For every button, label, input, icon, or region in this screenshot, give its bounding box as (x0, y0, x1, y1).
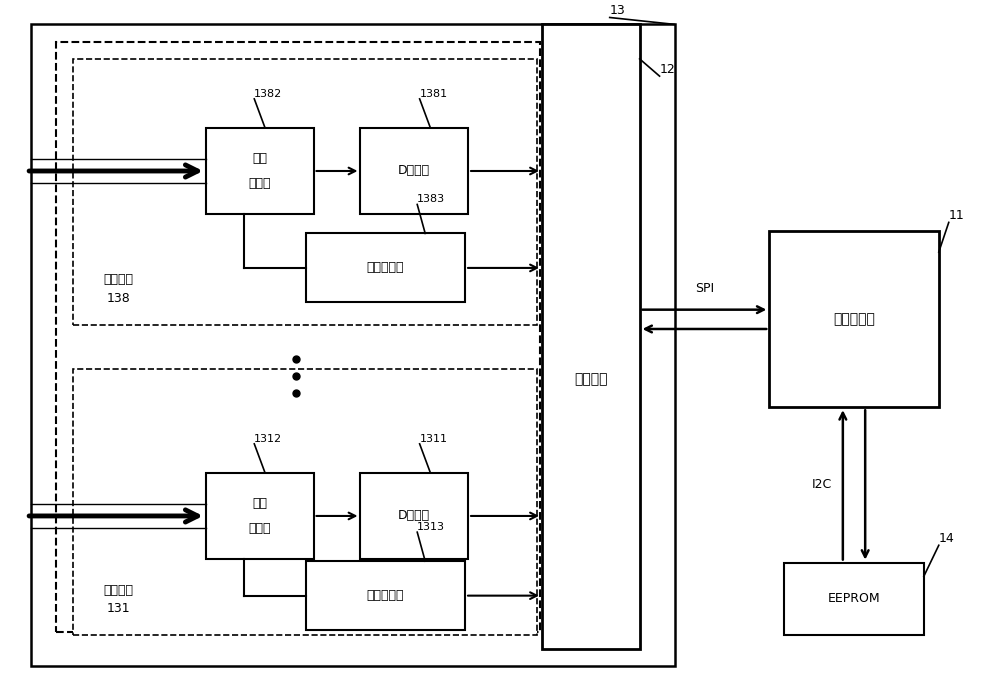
Text: 固态: 固态 (252, 497, 267, 510)
Text: 1381: 1381 (420, 89, 448, 99)
Text: I2C: I2C (812, 478, 832, 491)
Text: 1313: 1313 (417, 522, 445, 532)
Bar (360, 473, 468, 559)
Bar (542, 24, 640, 648)
Bar (306, 234, 465, 302)
Text: D触发器: D触发器 (398, 165, 430, 177)
Text: 数字隔离器: 数字隔离器 (367, 589, 404, 602)
Text: D触发器: D触发器 (398, 509, 430, 523)
Text: 继电器: 继电器 (248, 177, 271, 190)
Text: 输出通道: 输出通道 (103, 584, 133, 596)
Text: EEPROM: EEPROM (828, 592, 880, 605)
Text: 14: 14 (939, 532, 955, 546)
Text: 1382: 1382 (254, 89, 283, 99)
Bar (784, 562, 924, 635)
Text: 从站控制器: 从站控制器 (833, 312, 875, 327)
Bar (206, 473, 314, 559)
Text: 1312: 1312 (254, 434, 282, 444)
Text: 固态: 固态 (252, 152, 267, 165)
Text: 12: 12 (660, 63, 675, 76)
Text: 输出通道: 输出通道 (103, 273, 133, 286)
Bar (360, 128, 468, 214)
Text: 继电器: 继电器 (248, 522, 271, 535)
Bar (206, 128, 314, 214)
Bar (73, 369, 537, 635)
Text: SPI: SPI (695, 281, 714, 295)
Bar (306, 561, 465, 630)
Bar (73, 59, 537, 325)
Text: 微处理器: 微处理器 (574, 373, 607, 386)
Text: 13: 13 (610, 4, 625, 17)
Text: 数字隔离器: 数字隔离器 (367, 261, 404, 275)
Text: 11: 11 (949, 209, 964, 222)
Text: 131: 131 (106, 603, 130, 615)
Text: 1311: 1311 (420, 434, 448, 444)
Text: 138: 138 (106, 292, 130, 305)
Bar (31, 24, 675, 666)
Bar (56, 42, 540, 632)
Text: 1383: 1383 (417, 195, 445, 204)
Bar (769, 231, 939, 407)
